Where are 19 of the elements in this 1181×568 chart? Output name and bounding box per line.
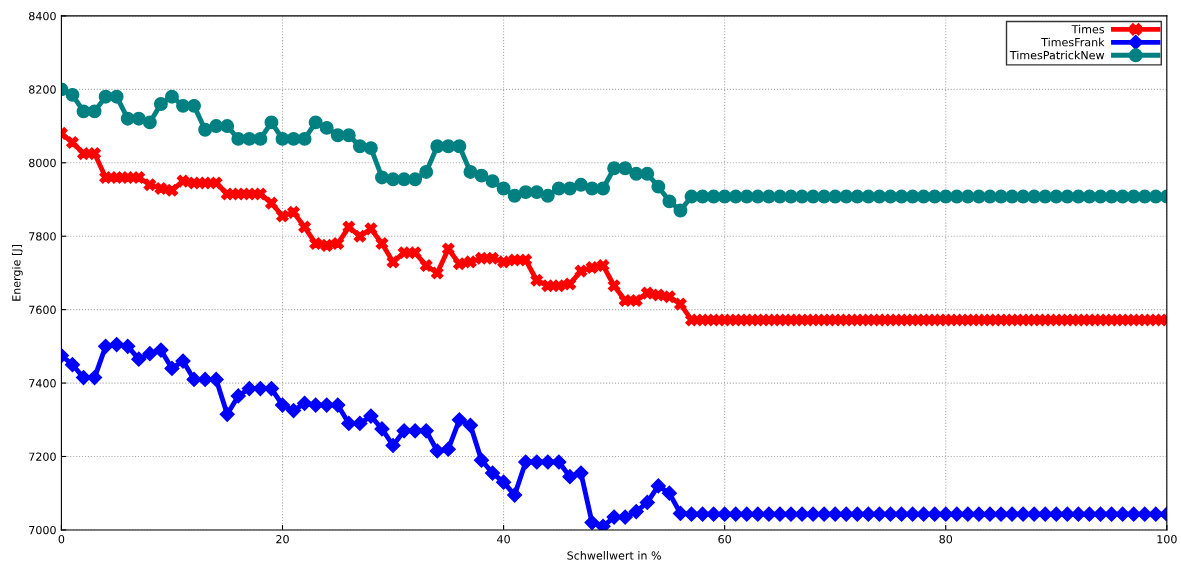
- legend-label: TimesFrank: [1041, 37, 1105, 47]
- legend-label: TimesPatrickNew: [1009, 50, 1105, 60]
- x-tick-label: 20: [276, 535, 289, 544]
- legend-label: Times: [1071, 24, 1105, 34]
- y-tick-label: 7200: [29, 452, 56, 461]
- y-tick-label: 7800: [29, 232, 56, 241]
- y-tick-label: 8000: [29, 158, 56, 168]
- y-tick-label: 7600: [29, 305, 56, 315]
- y-tick-label: 7000: [29, 525, 56, 535]
- x-tick-label: 60: [718, 535, 731, 544]
- y-tick-label: 8200: [29, 85, 56, 94]
- y-tick-label: 7400: [29, 379, 56, 388]
- y-axis-title: Energie [J]: [11, 245, 23, 301]
- y-tick-label: 8400: [29, 11, 56, 21]
- x-axis-title: Schwellwert in %: [567, 551, 661, 560]
- x-tick-label: 40: [497, 535, 510, 544]
- x-tick-label: 80: [939, 535, 953, 544]
- x-tick-label: 100: [1157, 535, 1177, 544]
- x-tick-label: 0: [58, 535, 65, 544]
